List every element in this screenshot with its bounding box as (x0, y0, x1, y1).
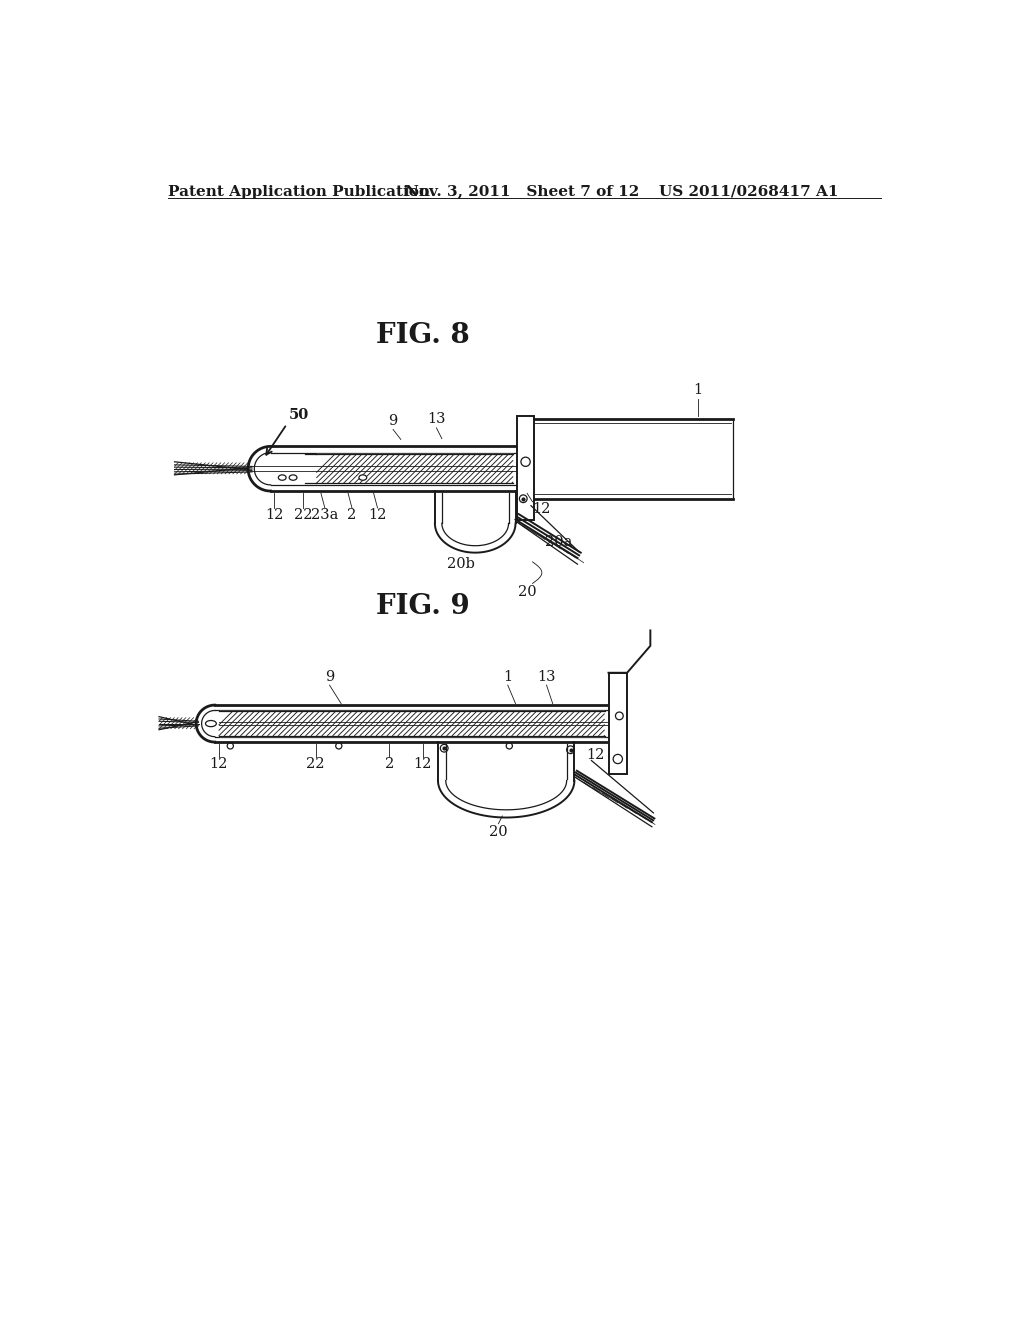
Polygon shape (219, 711, 604, 737)
Text: 20a: 20a (545, 535, 572, 549)
Text: 2: 2 (385, 758, 394, 771)
Ellipse shape (359, 475, 367, 480)
Text: 20b: 20b (447, 557, 475, 572)
Text: 1: 1 (503, 669, 512, 684)
Text: 50: 50 (289, 408, 308, 422)
Text: 20: 20 (489, 825, 508, 840)
Text: Nov. 3, 2011   Sheet 7 of 12: Nov. 3, 2011 Sheet 7 of 12 (406, 185, 640, 198)
Text: 23a: 23a (311, 508, 339, 521)
Text: 12: 12 (369, 508, 387, 521)
Text: 9: 9 (388, 414, 397, 428)
Ellipse shape (289, 475, 297, 480)
Ellipse shape (206, 721, 216, 726)
Text: 13: 13 (538, 669, 556, 684)
Text: 12: 12 (210, 758, 228, 771)
Text: 1: 1 (693, 383, 702, 397)
Polygon shape (316, 454, 513, 483)
Text: 22: 22 (306, 758, 325, 771)
Text: 2: 2 (347, 508, 356, 521)
Text: 20: 20 (518, 585, 537, 599)
Text: 12: 12 (586, 748, 604, 762)
Text: 22: 22 (294, 508, 312, 521)
Bar (517, 416, 535, 520)
Text: 12: 12 (265, 508, 284, 521)
Text: US 2011/0268417 A1: US 2011/0268417 A1 (658, 185, 839, 198)
Ellipse shape (279, 475, 286, 480)
Text: FIG. 9: FIG. 9 (376, 593, 469, 620)
Text: 9: 9 (325, 669, 334, 684)
Text: Patent Application Publication: Patent Application Publication (168, 185, 430, 198)
Text: 12: 12 (414, 758, 432, 771)
Text: 13: 13 (427, 412, 445, 426)
Bar (608, 673, 627, 775)
Text: 12: 12 (532, 502, 551, 516)
Text: FIG. 8: FIG. 8 (376, 322, 469, 348)
